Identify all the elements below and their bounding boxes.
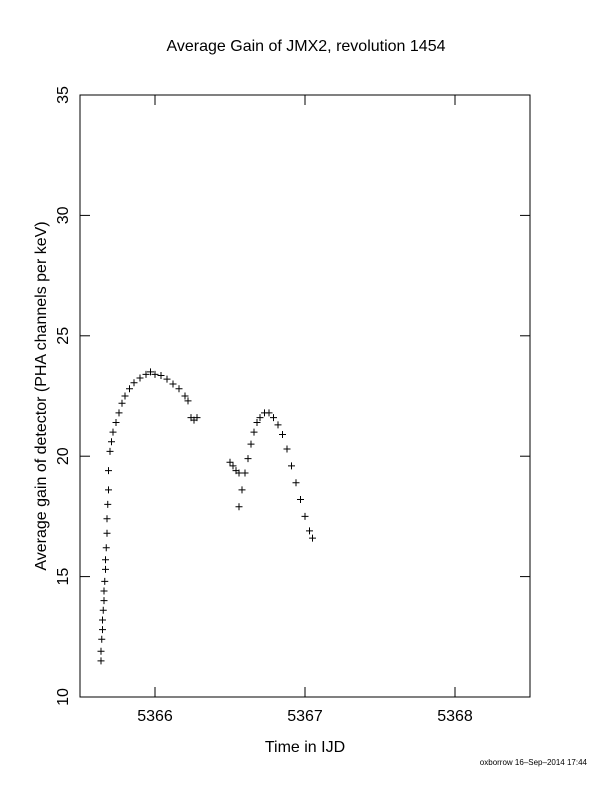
point [142, 370, 150, 378]
point [109, 428, 117, 436]
point [163, 375, 171, 383]
point [105, 486, 112, 494]
point [99, 616, 106, 624]
point [102, 544, 110, 552]
chart-title: Average Gain of JMX2, revolution 1454 [167, 38, 446, 55]
point [136, 374, 144, 382]
point [97, 657, 105, 665]
point [101, 577, 109, 585]
point [241, 469, 249, 477]
point [97, 647, 105, 655]
point [99, 626, 106, 634]
y-axis-label: Average gain of detector (PHA channels p… [33, 221, 50, 570]
point [238, 486, 246, 494]
point [181, 392, 189, 400]
point [115, 409, 123, 417]
point [121, 392, 129, 400]
point [184, 397, 192, 405]
point [175, 385, 183, 393]
point [99, 606, 107, 614]
y-tick-label: 10 [55, 688, 72, 706]
point [235, 503, 243, 511]
point [112, 418, 120, 426]
y-tick-label: 35 [55, 86, 72, 104]
point [292, 479, 300, 487]
point [309, 534, 316, 542]
point [226, 458, 234, 466]
point [193, 414, 201, 422]
y-tick-label: 25 [55, 327, 72, 345]
point [235, 469, 243, 477]
plot-frame [79, 94, 531, 698]
x-tick-label: 5368 [437, 708, 473, 725]
y-tick-label: 15 [55, 568, 72, 586]
y-tick-label: 20 [55, 447, 72, 465]
y-tick-label: 30 [55, 206, 72, 224]
point [247, 440, 255, 448]
point [100, 587, 108, 595]
point [103, 515, 111, 523]
point [102, 556, 109, 564]
point [169, 380, 177, 388]
point [244, 455, 252, 463]
point [105, 467, 112, 475]
point [130, 379, 138, 387]
point [253, 418, 261, 426]
point [288, 462, 295, 470]
point [103, 529, 111, 537]
point [147, 368, 154, 376]
point [151, 370, 159, 378]
point [301, 512, 309, 520]
x-axis-label: Time in IJD [265, 739, 345, 756]
point [283, 445, 291, 453]
point [106, 447, 114, 455]
point [279, 431, 286, 439]
point [229, 462, 237, 470]
x-tick-label: 5367 [287, 708, 323, 725]
point [100, 597, 108, 605]
point [274, 421, 282, 429]
point [297, 496, 304, 504]
footer: oxborrow 16–Sep–2014 17:44 [480, 758, 588, 767]
point [265, 409, 273, 417]
point [250, 428, 258, 436]
point [270, 414, 277, 422]
point [306, 527, 313, 535]
point [104, 500, 112, 508]
point [108, 438, 115, 446]
point [126, 385, 133, 393]
point [256, 414, 264, 422]
x-tick-label: 5366 [137, 708, 173, 725]
point [118, 399, 126, 407]
point [98, 635, 106, 643]
point [102, 565, 109, 573]
point [157, 372, 165, 380]
